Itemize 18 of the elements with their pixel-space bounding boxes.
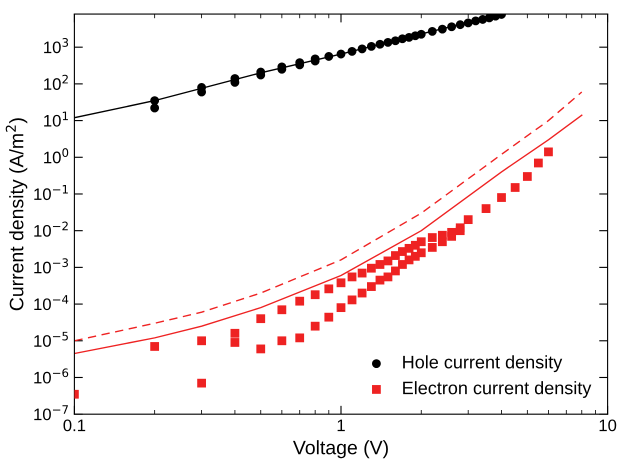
- y-tick-label: 10$^{1}$: [44, 112, 68, 127]
- y-tick-label: 10$^{−5}$: [34, 332, 68, 347]
- legend-label: Hole current density: [403, 355, 562, 372]
- y-tick-label: 10$^{−1}$: [34, 185, 68, 200]
- y-tick-label: 10$^{0}$: [44, 148, 68, 164]
- y-tick-label: 10$^{−6}$: [34, 368, 68, 384]
- y-tick-label: 10$^{−7}$: [34, 405, 68, 420]
- legend-label: Electron current density: [403, 381, 592, 398]
- x-tick-label: 0.1: [63, 419, 86, 432]
- x-tick-label: 10: [600, 419, 616, 432]
- x-axis-title: Voltage (V): [292, 440, 388, 458]
- y-tick-label: 10$^{−3}$: [34, 258, 68, 274]
- y-tick-label: 10$^{2}$: [44, 74, 68, 90]
- y-tick-label: 10$^{−2}$: [34, 222, 68, 237]
- y-tick-label: 10$^{−4}$: [34, 295, 68, 310]
- y-tick-label: 10$^{3}$: [44, 38, 68, 54]
- x-tick-label: 1: [338, 420, 345, 432]
- y-axis-title: Current density (A/m$^{2}$): [6, 118, 28, 310]
